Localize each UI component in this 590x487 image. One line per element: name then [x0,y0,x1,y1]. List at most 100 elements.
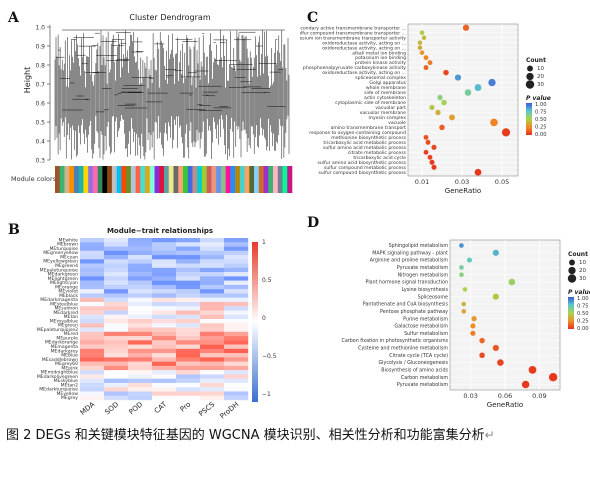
heatmap-cell [176,238,201,243]
dotplot-term-label: oxidoreductase activity, acting on ... [322,40,406,46]
heatmap-cell [176,323,201,328]
heatmap-cell [200,259,225,264]
heatmap-cell [128,348,153,354]
module-color-swatch [135,166,141,193]
module-color-swatch [92,166,98,193]
heatmap-cell [152,289,177,294]
heatmap-cell [200,250,225,256]
panel-b-title: Module−trait relationships [107,227,213,235]
heatmap-cell [80,263,105,269]
dotplot-term-label: vacuole [388,120,406,126]
panel-d-dotplot: 0.03 0.06 0.09 GeneRatio Sphingolipid metabo… [341,239,590,409]
heatmap-cell [152,319,177,324]
module-color-swatch [107,166,113,193]
heatmap-cell [80,374,105,379]
heatmap-cell [104,246,129,251]
heatmap-cell [80,272,105,277]
dotplot-term-label: Galactose metabolism [394,324,448,330]
heatmap-cell [200,319,225,324]
heatmap-cell [128,238,153,243]
heatmap-cell [200,327,225,332]
heatmap-cell [152,314,177,320]
heatmap-cell [224,391,249,396]
dotplot-term-label: Citrate cycle (TCA cycle) [389,353,448,359]
heatmap-cell [80,319,105,324]
module-color-swatch [111,166,117,193]
dotplot-term-label: tricarboxylic acid cycle [353,155,406,161]
module-row-label: MEtan [64,314,78,320]
dotplot-point [462,24,470,31]
module-row-label: MEdarkgreen [48,272,79,278]
trait-column-label: Pro [179,400,193,413]
trait-column-label: ProDH [218,400,240,420]
heatmap-cell [80,327,105,332]
heatmap-cell [176,357,201,362]
module-color-swatch [69,166,75,193]
module-color-swatch [197,166,203,193]
heatmap-cell [152,391,177,396]
heatmap-cell [104,348,129,354]
colorbar-tick-label: −0.5 [262,353,277,360]
heatmap-cell [152,293,177,298]
module-color-swatch [140,166,146,193]
heatmap-cell [128,293,153,298]
heatmap-cell [200,382,225,388]
dotplot-point [435,109,441,116]
dotplot-point [423,149,429,155]
heatmap-cell [104,276,129,281]
heatmap-cell [152,382,177,388]
dotplot-term-label: Pantothenate and CoA biosynthesis [363,302,449,308]
dotplot-point [492,293,499,300]
dotplot-term-label: Lysine biosynthesis [402,287,449,293]
heatmap-cell [104,250,129,256]
panel-a-ylabel: Height [23,67,32,93]
heatmap-cell [200,365,225,371]
heatmap-cell [80,357,105,362]
legend-count-dot [525,80,535,89]
module-color-swatch [254,166,260,193]
heatmap-cell [80,284,105,290]
dotplot-term-label: side of membrane [364,90,406,96]
heatmap-cell [128,310,153,315]
dotplot-point [470,330,476,336]
heatmap-cell [80,242,105,247]
heatmap-cell [200,370,225,375]
heatmap-cell [80,395,105,401]
heatmap-cell [224,331,249,337]
dotplot-term-label: cytoplasmic side of membrane [335,100,406,106]
module-row-label: MEmidnightblue [41,370,78,376]
dotplot-point [466,257,473,263]
dotplot-xtick-label: 0.03 [463,392,477,400]
dotplot-term-label: actin cytoskeleton [364,95,406,101]
dotplot-term-label: oxidoreductase activity, acting on ... [322,45,406,51]
module-row-label: MEpurple [56,335,78,341]
module-color-swatch [258,166,264,193]
heatmap-cell [176,331,201,337]
dotplot-point [462,287,468,292]
legend-pvalue-tick: 0.75 [577,304,589,310]
module-row-label: MEcyan [60,254,78,260]
heatmap-cell [176,301,201,307]
heatmap-cell [200,348,225,354]
dotplot-term-label: Carbon fixation in photosynthetic organi… [341,338,448,344]
colorbar-tick-label: 0 [262,315,266,322]
module-colors-label: Module colors [11,175,57,183]
heatmap-cell [176,242,201,247]
legend-count-dot [527,65,533,72]
module-color-swatch [149,166,155,193]
heatmap-cell [200,293,225,298]
heatmap-cell [224,259,249,264]
legend-count-title: Count [526,57,546,64]
heatmap-cell [128,246,153,251]
dotplot-point [479,337,485,344]
dotplot-point [425,139,431,145]
heatmap-cell [104,387,129,392]
heatmap-cell [176,365,201,371]
heatmap-cell [128,276,153,281]
heatmap-cell [104,344,129,350]
module-color-swatch [145,166,151,193]
trait-column-label: SOD [103,400,120,416]
heatmap-cell [104,382,129,388]
module-color-strip [55,166,293,193]
heatmap-cell [128,361,153,367]
